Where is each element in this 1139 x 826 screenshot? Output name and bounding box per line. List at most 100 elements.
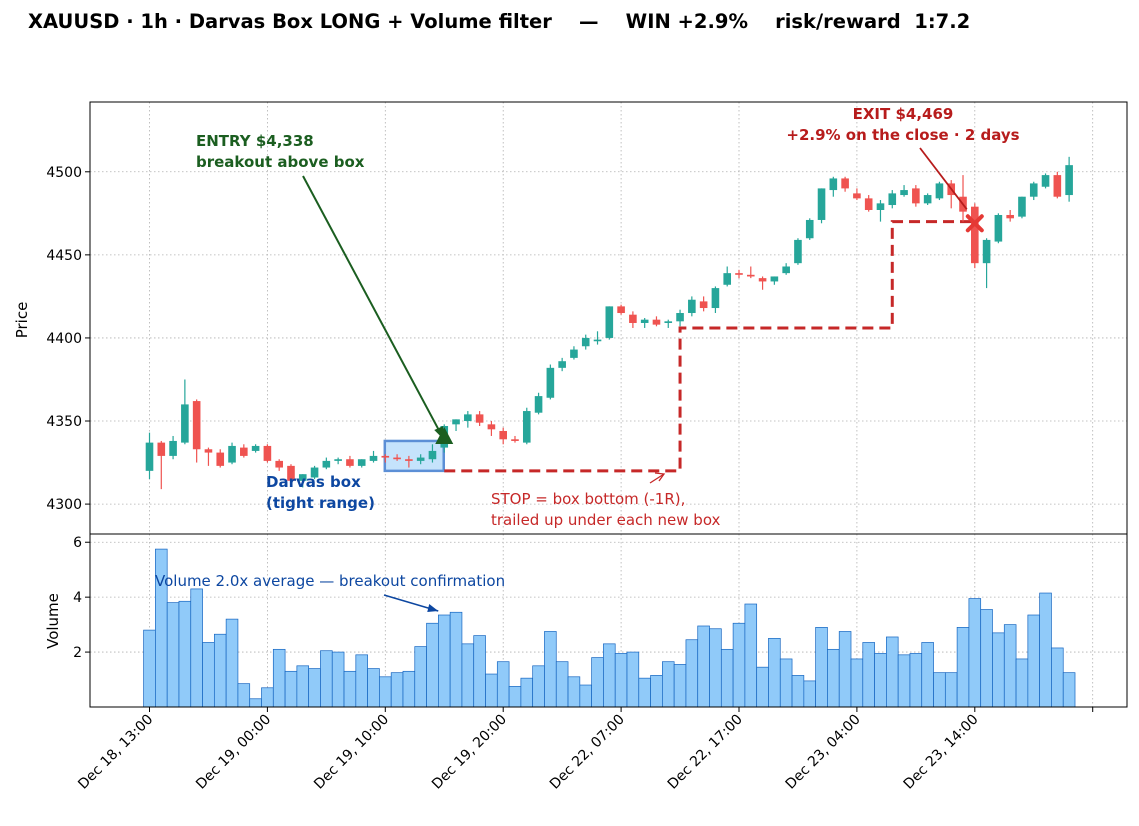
candle-body bbox=[688, 299, 696, 314]
volume-bar bbox=[284, 670, 298, 708]
volume-bar bbox=[944, 672, 958, 708]
candle-body bbox=[699, 301, 708, 309]
volume-bar bbox=[190, 588, 203, 708]
candle-body bbox=[640, 319, 649, 323]
candle-body bbox=[770, 276, 779, 282]
x-tick-label: Dec 19, 00:00 bbox=[193, 712, 274, 793]
volume-bar bbox=[320, 650, 333, 708]
candle-body bbox=[405, 459, 413, 461]
candle-body bbox=[982, 239, 991, 264]
volume-panel-frame bbox=[89, 533, 1128, 708]
volume-y-axis: 2 4 6 bbox=[73, 535, 90, 661]
exit-arrow bbox=[919, 147, 968, 210]
candle-body bbox=[994, 214, 1003, 242]
volume-bar bbox=[662, 661, 675, 708]
volume-bar bbox=[921, 642, 934, 708]
volume-bar bbox=[768, 637, 781, 708]
candle-body bbox=[393, 457, 401, 460]
candle-body bbox=[251, 445, 260, 451]
volume-bar bbox=[496, 661, 510, 708]
volume-bar bbox=[261, 687, 274, 708]
volume-bar bbox=[685, 639, 699, 708]
volume-bar bbox=[473, 635, 486, 708]
chart-title: XAUUSD · 1h · Darvas Box LONG + Volume f… bbox=[28, 10, 970, 33]
volume-bar bbox=[803, 680, 816, 708]
candle-body bbox=[900, 190, 908, 196]
volume-bar bbox=[591, 657, 604, 708]
candle-body bbox=[723, 273, 732, 285]
volume-bar bbox=[272, 648, 286, 708]
box-annotation-line: Darvas box bbox=[266, 473, 361, 491]
volume-bar bbox=[827, 648, 840, 708]
volume-bar bbox=[544, 631, 557, 708]
candle-body bbox=[310, 467, 319, 478]
candle-body bbox=[275, 460, 283, 468]
candle-body bbox=[475, 414, 484, 423]
price-y-axis: 4300 4350 4400 4450 4500 bbox=[46, 165, 90, 513]
volume-arrowhead bbox=[427, 604, 439, 613]
candle-body bbox=[322, 460, 331, 468]
volume-bar bbox=[626, 651, 640, 708]
candle-body bbox=[298, 474, 307, 481]
candlesticks bbox=[145, 156, 1073, 490]
candle-body bbox=[169, 440, 177, 456]
candle-body bbox=[346, 459, 354, 466]
volume-bar bbox=[1039, 592, 1052, 708]
volume-bar bbox=[756, 666, 769, 708]
volume-bar bbox=[308, 668, 321, 708]
candle-body bbox=[287, 465, 295, 481]
candle-body bbox=[617, 306, 625, 314]
volume-bar bbox=[709, 628, 722, 708]
box-annotation-line: (tight range) bbox=[266, 494, 375, 512]
price-tick-label: 4350 bbox=[46, 414, 82, 430]
candle-body bbox=[735, 273, 743, 275]
volume-bar bbox=[414, 646, 427, 708]
volume-bar bbox=[980, 609, 993, 708]
volume-bar bbox=[331, 651, 345, 708]
candle-body bbox=[935, 183, 944, 199]
exit-annotation-line: +2.9% on the close · 2 days bbox=[786, 126, 1019, 144]
candle-body bbox=[676, 313, 684, 322]
volume-bar bbox=[650, 675, 663, 708]
candle-body bbox=[794, 239, 802, 264]
candle-body bbox=[1018, 196, 1026, 217]
candle-body bbox=[746, 274, 755, 277]
volume-bar bbox=[485, 673, 498, 708]
volume-bar bbox=[202, 642, 215, 708]
x-tick-label: Dec 19, 20:00 bbox=[429, 712, 510, 793]
volume-bar bbox=[933, 672, 946, 708]
candle-body bbox=[912, 188, 920, 204]
volume-bar bbox=[461, 643, 475, 708]
volume-bar bbox=[166, 602, 180, 708]
exit-marker bbox=[965, 214, 984, 233]
candle-body bbox=[876, 203, 885, 210]
volume-bar bbox=[426, 622, 439, 708]
candle-body bbox=[971, 206, 979, 264]
candle-body bbox=[499, 430, 507, 440]
candle-body bbox=[711, 288, 720, 309]
candle-body bbox=[664, 321, 673, 323]
candle-body bbox=[853, 193, 861, 199]
candle-body bbox=[369, 455, 378, 461]
volume-bar bbox=[402, 670, 416, 708]
volume-bar bbox=[390, 672, 404, 708]
volume-bar bbox=[638, 677, 651, 708]
volume-bar bbox=[438, 614, 451, 708]
volume-bar bbox=[1062, 672, 1076, 708]
volume-bar bbox=[992, 632, 1005, 708]
candle-body bbox=[157, 442, 166, 456]
price-grid bbox=[90, 102, 1127, 534]
stop-arrow bbox=[649, 473, 665, 484]
x-tick-label: Dec 19, 10:00 bbox=[311, 712, 392, 793]
stop-annotation-line: STOP = box bottom (-1R), bbox=[491, 490, 685, 508]
volume-bar bbox=[886, 636, 899, 708]
price-tick-label: 4500 bbox=[46, 165, 82, 181]
price-tick-label: 4400 bbox=[46, 331, 82, 347]
volume-bar bbox=[143, 629, 156, 708]
price-axis-label: Price bbox=[13, 302, 31, 339]
stop-line bbox=[444, 220, 975, 473]
volume-tick-label: 6 bbox=[73, 535, 82, 551]
volume-bar bbox=[732, 622, 746, 708]
